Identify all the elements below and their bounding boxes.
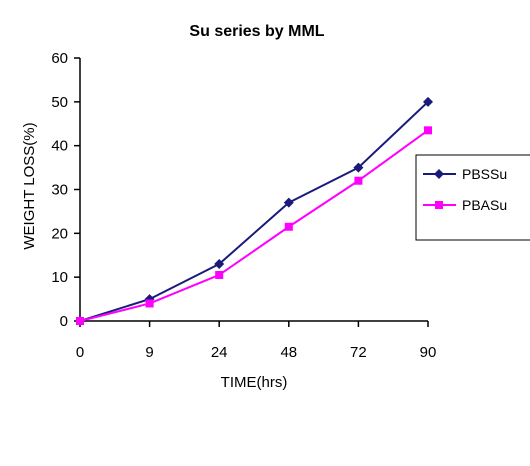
legend-marker-series-2 bbox=[435, 201, 443, 209]
legend: PBSSu PBASu bbox=[415, 154, 530, 241]
x-axis-ticks: 0 9 24 48 72 90 bbox=[76, 321, 437, 361]
x-tick-label: 9 bbox=[145, 344, 153, 361]
data-point-series-2 bbox=[76, 317, 84, 325]
data-point-series-2 bbox=[354, 176, 363, 185]
data-point-series-2 bbox=[145, 299, 154, 308]
y-tick-label: 20 bbox=[51, 225, 68, 242]
series-line-2 bbox=[79, 129, 429, 322]
y-tick-label: 0 bbox=[60, 313, 68, 330]
y-tick-label: 40 bbox=[51, 138, 68, 155]
legend-marker-series-1 bbox=[434, 169, 444, 179]
x-tick-label: 24 bbox=[211, 344, 228, 361]
series-line-1 bbox=[79, 100, 429, 322]
y-tick-label: 10 bbox=[51, 269, 68, 286]
legend-label-series-1: PBSSu bbox=[462, 166, 507, 182]
x-tick-label: 0 bbox=[76, 344, 84, 361]
y-axis-label: WEIGHT LOSS(%) bbox=[21, 122, 38, 249]
x-tick-label: 72 bbox=[350, 344, 367, 361]
x-tick-label: 90 bbox=[420, 344, 437, 361]
chart-title: Su series by MML bbox=[189, 23, 324, 40]
data-point-series-1 bbox=[214, 259, 225, 270]
y-tick-label: 60 bbox=[51, 50, 68, 67]
data-point-series-1 bbox=[353, 162, 364, 173]
data-point-series-2 bbox=[215, 270, 224, 279]
data-point-series-2 bbox=[424, 126, 432, 135]
y-axis-ticks: 0 10 20 30 40 50 60 bbox=[51, 50, 80, 330]
x-axis-label: TIME(hrs) bbox=[221, 374, 288, 391]
legend-box bbox=[415, 154, 530, 241]
y-tick-label: 30 bbox=[51, 182, 68, 199]
data-point-series-1 bbox=[283, 197, 294, 208]
legend-label-series-2: PBASu bbox=[462, 197, 507, 213]
series-layer bbox=[75, 96, 433, 326]
y-tick-label: 50 bbox=[51, 94, 68, 111]
data-point-series-1 bbox=[423, 96, 433, 107]
data-point-series-2 bbox=[284, 222, 293, 231]
x-tick-label: 48 bbox=[280, 344, 297, 361]
